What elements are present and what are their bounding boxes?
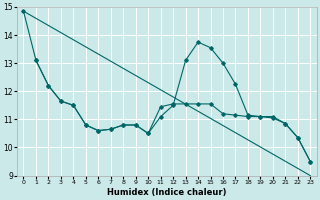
X-axis label: Humidex (Indice chaleur): Humidex (Indice chaleur) [107, 188, 227, 197]
